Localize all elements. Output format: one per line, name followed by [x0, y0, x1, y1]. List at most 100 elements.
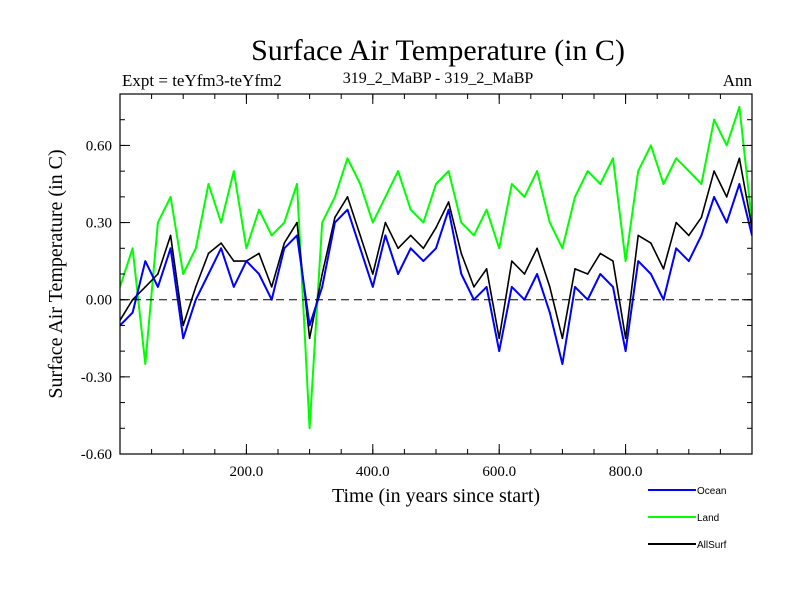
y-axis-label: Surface Air Temperature (in C): [45, 149, 67, 398]
x-tick-label: 200.0: [230, 464, 264, 480]
data-point-land: [334, 196, 336, 198]
data-point-ocean: [296, 234, 298, 237]
data-point-land: [283, 221, 286, 224]
data-point-ocean: [220, 247, 222, 250]
data-point-land: [195, 247, 197, 250]
data-point-allsurf: [321, 273, 324, 275]
data-point-allsurf: [195, 286, 197, 288]
data-point-allsurf: [384, 221, 387, 224]
data-point-land: [409, 208, 412, 211]
data-point-ocean: [485, 286, 488, 288]
data-point-allsurf: [700, 216, 703, 219]
data-point-allsurf: [372, 273, 374, 275]
x-axis-ticks: 200.0 400.0 600.0 800.0: [151, 94, 721, 480]
data-point-land: [321, 221, 324, 224]
data-point-land: [700, 183, 703, 185]
data-point-land: [612, 157, 614, 160]
data-point-allsurf: [548, 286, 551, 288]
data-point-allsurf: [675, 221, 677, 224]
data-point-allsurf: [334, 216, 336, 219]
data-point-allsurf: [422, 247, 425, 250]
data-point-land: [561, 247, 564, 250]
x-axis-label: Time (in years since start): [332, 485, 540, 507]
data-point-ocean: [536, 273, 538, 275]
data-point-ocean: [675, 247, 677, 250]
data-point-allsurf: [511, 260, 513, 262]
data-point-land: [599, 183, 602, 185]
data-point-land: [586, 170, 589, 172]
legend: Ocean Land AllSurf: [648, 486, 727, 551]
data-point-allsurf: [397, 247, 399, 250]
y-axis-ticks: -0.60 -0.30 0.00 0.30 0.60: [81, 93, 752, 463]
data-point-allsurf: [586, 273, 589, 275]
data-point-ocean: [713, 196, 715, 198]
data-point-ocean: [144, 260, 147, 262]
data-point-land: [258, 208, 260, 211]
data-point-ocean: [574, 286, 576, 288]
data-point-allsurf: [498, 337, 501, 340]
data-point-land: [675, 157, 677, 160]
data-point-land: [447, 170, 450, 172]
data-point-allsurf: [738, 157, 741, 160]
data-point-allsurf: [574, 268, 576, 270]
y-tick-label: 0.30: [86, 216, 112, 232]
data-point-ocean: [511, 286, 513, 288]
data-point-ocean: [447, 208, 450, 211]
data-point-land: [308, 427, 311, 430]
data-point-land: [485, 208, 488, 211]
data-point-allsurf: [624, 337, 627, 340]
data-point-ocean: [662, 298, 665, 301]
data-point-allsurf: [232, 260, 235, 262]
data-point-ocean: [346, 208, 349, 211]
data-point-allsurf: [485, 268, 488, 270]
data-point-land: [245, 247, 248, 250]
data-point-land: [169, 196, 172, 198]
data-point-land: [131, 247, 134, 250]
data-point-land: [688, 170, 690, 172]
y-tick-label: -0.30: [81, 370, 112, 386]
y-tick-label: 0.00: [86, 293, 112, 309]
data-point-allsurf: [157, 273, 159, 275]
data-point-allsurf: [612, 260, 614, 262]
data-point-ocean: [460, 273, 463, 275]
data-point-allsurf: [473, 286, 475, 288]
data-point-ocean: [409, 247, 412, 250]
data-point-land: [650, 144, 652, 147]
chart-subtitle-left: Expt = teYfm3-teYfm2: [122, 71, 282, 90]
data-point-ocean: [207, 273, 210, 275]
data-point-land: [384, 196, 387, 198]
data-point-land: [548, 221, 551, 224]
series-layer: [120, 105, 752, 430]
legend-label-allsurf: AllSurf: [697, 540, 727, 551]
data-point-ocean: [725, 221, 728, 224]
data-point-land: [232, 170, 235, 172]
series-line-land: [120, 105, 752, 430]
data-point-land: [536, 170, 538, 172]
data-point-ocean: [334, 221, 336, 224]
data-point-allsurf: [536, 247, 538, 250]
data-point-ocean: [321, 286, 324, 288]
data-point-ocean: [270, 298, 273, 301]
data-point-allsurf: [662, 268, 665, 270]
data-point-ocean: [397, 273, 399, 275]
data-point-ocean: [384, 234, 387, 237]
data-point-land: [738, 106, 741, 108]
y-tick-label: -0.60: [81, 447, 112, 463]
data-point-land: [182, 273, 184, 275]
data-point-allsurf: [523, 273, 526, 275]
data-point-allsurf: [650, 242, 652, 244]
data-point-allsurf: [144, 286, 147, 288]
chart-subtitle-center: 319_2_MaBP - 319_2_MaBP: [343, 70, 534, 87]
data-point-land: [397, 170, 399, 172]
data-point-land: [359, 183, 361, 185]
data-point-land: [296, 183, 298, 185]
data-point-land: [144, 363, 147, 365]
series-line-ocean: [120, 183, 752, 365]
data-point-ocean: [131, 311, 134, 314]
legend-label-land: Land: [697, 513, 719, 524]
data-point-land: [511, 183, 513, 185]
plot-frame: [119, 93, 753, 455]
data-point-land: [422, 221, 425, 224]
data-point-ocean: [245, 260, 248, 262]
data-point-allsurf: [169, 234, 172, 237]
